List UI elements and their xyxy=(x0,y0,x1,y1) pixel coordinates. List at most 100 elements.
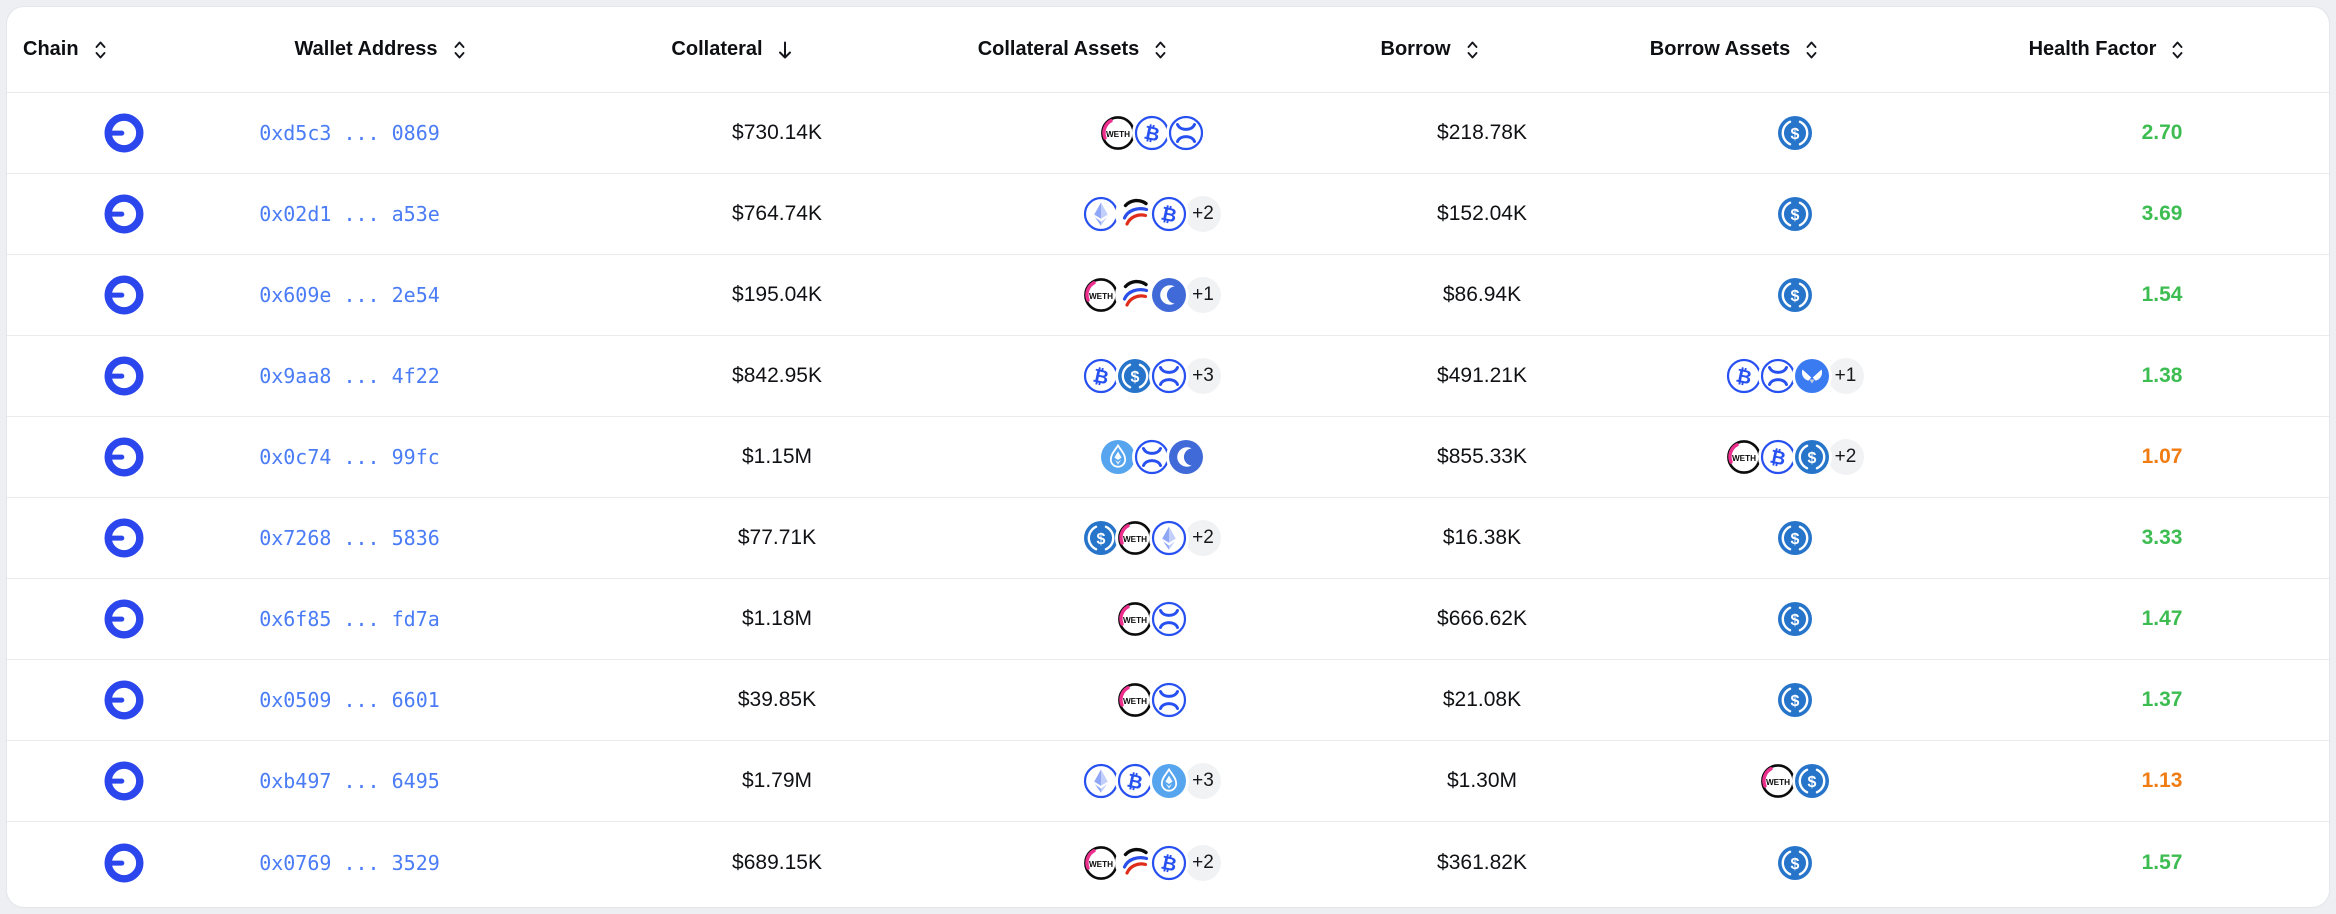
svg-text:$: $ xyxy=(1131,369,1140,386)
collateral-cell: $842.95K xyxy=(552,336,1002,416)
position-row[interactable]: 0xd5c3 ... 0869 $730.14K WETH ₿ $218.78K $2.7… xyxy=(7,93,2329,174)
xrp-token-icon xyxy=(1759,358,1796,394)
striped-swoosh-token-icon xyxy=(1117,844,1153,881)
usdc-token-icon: $ xyxy=(1776,601,1813,637)
collateral-assets-cell: WETH +1 xyxy=(962,255,1342,335)
wallet-address-link[interactable]: 0x6f85 ... fd7a xyxy=(259,607,440,631)
collateral-token-list xyxy=(1100,439,1204,475)
cbbtc-token-icon: ₿ xyxy=(1725,358,1762,394)
usdc-token-icon: $ xyxy=(1776,196,1813,232)
svg-text:₿: ₿ xyxy=(1159,203,1179,228)
collateral-assets-cell xyxy=(962,417,1342,497)
usdc-token-icon: $ xyxy=(1083,520,1119,556)
chain-cell xyxy=(7,741,172,821)
position-row[interactable]: 0x0769 ... 3529 $689.15K WETH ₿ +2 $361.82K $1… xyxy=(7,822,2329,903)
chain-cell xyxy=(7,579,172,659)
health-factor-value: 3.69 xyxy=(2141,202,2183,225)
borrow-cell: $16.38K xyxy=(1357,498,1607,578)
position-row[interactable]: 0x6f85 ... fd7a $1.18M WETH $666.62K $1.47 xyxy=(7,579,2329,660)
base-chain-icon xyxy=(103,680,144,720)
svg-text:WETH: WETH xyxy=(1123,535,1147,544)
column-header-chain[interactable]: Chain xyxy=(7,7,172,92)
position-row[interactable]: 0x609e ... 2e54 $195.04K WETH +1 $86.94K $1.5… xyxy=(7,255,2329,336)
svg-text:$: $ xyxy=(1790,288,1799,305)
column-header-wallet-address[interactable]: Wallet Address xyxy=(203,7,558,92)
wallet-cell: 0x0c74 ... 99fc xyxy=(172,417,527,497)
position-row[interactable]: 0x0c74 ... 99fc $1.15M $855.33K WETH ₿ $ +2 1.0… xyxy=(7,417,2329,498)
wallet-address-link[interactable]: 0x0509 ... 6601 xyxy=(259,688,440,712)
wallet-address-link[interactable]: 0x7268 ... 5836 xyxy=(259,526,440,550)
sort-chevrons-icon[interactable] xyxy=(1465,39,1480,61)
more-assets-badge: +1 xyxy=(1185,277,1221,313)
wsteth-token-icon xyxy=(1100,439,1136,475)
column-header-borrow[interactable]: Borrow xyxy=(1305,7,1555,92)
position-row[interactable]: 0x0509 ... 6601 $39.85K WETH $21.08K $1.37 xyxy=(7,660,2329,741)
position-row[interactable]: 0x02d1 ... a53e $764.74K ₿ +2 $152.04K $3.69 xyxy=(7,174,2329,255)
weth-token-icon: WETH xyxy=(1725,439,1762,475)
xrp-token-icon xyxy=(1151,358,1187,394)
chain-cell xyxy=(7,498,172,578)
xrp-token-icon xyxy=(1151,682,1187,718)
sort-chevrons-icon[interactable] xyxy=(1804,39,1819,61)
borrow-token-list: $ xyxy=(1776,844,1813,881)
borrow-amount: $21.08K xyxy=(1442,688,1522,711)
svg-text:WETH: WETH xyxy=(1123,616,1147,625)
column-header-health-factor[interactable]: Health Factor xyxy=(1927,7,2287,92)
collateral-cell: $1.79M xyxy=(552,741,1002,821)
borrow-assets-cell: ₿ +1 xyxy=(1607,336,1982,416)
column-label: Chain xyxy=(23,38,79,60)
usdc-token-icon: $ xyxy=(1776,115,1813,151)
health-factor-value: 1.37 xyxy=(2141,688,2183,711)
cbbtc-token-icon: ₿ xyxy=(1151,196,1187,232)
arrow-down-icon[interactable] xyxy=(777,39,793,61)
wallet-cell: 0x0509 ... 6601 xyxy=(172,660,527,740)
column-header-collateral-assets[interactable]: Collateral Assets xyxy=(883,7,1263,92)
wallet-address-link[interactable]: 0xd5c3 ... 0869 xyxy=(259,121,440,145)
base-chain-icon xyxy=(103,761,144,801)
usdc-token-icon: $ xyxy=(1793,439,1830,475)
svg-text:₿: ₿ xyxy=(1142,122,1162,147)
collateral-cell: $1.15M xyxy=(552,417,1002,497)
base-chain-icon xyxy=(103,842,144,883)
sort-chevrons-icon[interactable] xyxy=(452,39,467,61)
position-row[interactable]: 0x9aa8 ... 4f22 $842.95K ₿ $ +3 $491.21K ₿ +1 1.… xyxy=(7,336,2329,417)
collateral-amount: $77.71K xyxy=(737,526,817,549)
usdc-token-icon: $ xyxy=(1776,844,1813,881)
health-factor-cell: 2.70 xyxy=(1982,93,2329,173)
column-header-collateral[interactable]: Collateral xyxy=(507,7,957,92)
crescent-moon-token-icon xyxy=(1151,277,1187,313)
base-chain-icon xyxy=(103,194,144,234)
wallet-address-link[interactable]: 0x609e ... 2e54 xyxy=(259,283,440,307)
xrp-token-icon xyxy=(1168,115,1204,151)
borrow-assets-cell: WETH ₿ $ +2 xyxy=(1607,417,1982,497)
sort-chevrons-icon[interactable] xyxy=(93,39,108,61)
wallet-address-link[interactable]: 0x02d1 ... a53e xyxy=(259,202,440,226)
borrow-amount: $666.62K xyxy=(1437,607,1527,630)
position-row[interactable]: 0x7268 ... 5836 $77.71K $ WETH +2 $16.38K $3.3… xyxy=(7,498,2329,579)
svg-text:₿: ₿ xyxy=(1125,770,1145,795)
usdc-token-icon: $ xyxy=(1776,682,1813,718)
sort-chevrons-icon[interactable] xyxy=(1153,39,1168,61)
sort-chevrons-icon[interactable] xyxy=(2170,39,2185,61)
wallet-address-link[interactable]: 0x9aa8 ... 4f22 xyxy=(259,364,440,388)
usdc-token-icon: $ xyxy=(1117,358,1153,394)
wallet-address-link[interactable]: 0xb497 ... 6495 xyxy=(259,769,440,793)
column-header-borrow-assets[interactable]: Borrow Assets xyxy=(1547,7,1922,92)
table-body: 0xd5c3 ... 0869 $730.14K WETH ₿ $218.78K $2.7… xyxy=(7,93,2329,903)
collateral-amount: $39.85K xyxy=(737,688,817,711)
wallet-cell: 0x7268 ... 5836 xyxy=(172,498,527,578)
wallet-cell: 0x6f85 ... fd7a xyxy=(172,579,527,659)
position-row[interactable]: 0xb497 ... 6495 $1.79M ₿ +3 $1.30M WETH $1.13 xyxy=(7,741,2329,822)
chain-cell xyxy=(7,336,172,416)
collateral-assets-cell: WETH xyxy=(962,579,1342,659)
borrow-assets-cell: $ xyxy=(1607,498,1982,578)
collateral-token-list: ₿ $ +3 xyxy=(1083,358,1221,394)
svg-text:$: $ xyxy=(1790,126,1799,143)
borrow-amount: $855.33K xyxy=(1437,445,1527,468)
borrow-assets-cell: $ xyxy=(1607,255,1982,335)
wallet-address-link[interactable]: 0x0c74 ... 99fc xyxy=(259,445,440,469)
svg-text:$: $ xyxy=(1807,450,1816,467)
wallet-address-link[interactable]: 0x0769 ... 3529 xyxy=(259,850,440,875)
collateral-cell: $764.74K xyxy=(552,174,1002,254)
borrow-token-list: $ xyxy=(1776,682,1813,718)
